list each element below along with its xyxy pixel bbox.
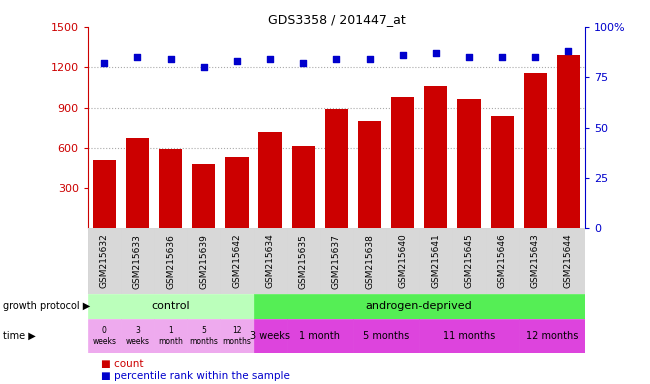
Point: [99, 60, 109, 66]
Bar: [424, 86, 447, 228]
Bar: [154, 319, 187, 353]
Point: [463, 54, 474, 60]
Point: [133, 54, 143, 60]
Bar: [121, 319, 154, 353]
Bar: [159, 149, 182, 228]
Text: GSM215643: GSM215643: [531, 234, 540, 288]
Text: GSM215642: GSM215642: [233, 234, 241, 288]
Text: 5
months: 5 months: [189, 326, 218, 346]
Text: GSM215645: GSM215645: [465, 234, 473, 288]
Text: growth protocol ▶: growth protocol ▶: [3, 301, 90, 311]
Bar: [452, 228, 486, 294]
Bar: [93, 160, 116, 228]
Bar: [519, 319, 585, 353]
Point: [430, 50, 441, 56]
Bar: [126, 139, 149, 228]
Text: 12
months: 12 months: [222, 326, 252, 346]
Text: ■ count: ■ count: [101, 359, 143, 369]
Text: GSM215634: GSM215634: [266, 234, 274, 288]
Point: [497, 54, 507, 60]
Text: 3 weeks: 3 weeks: [250, 331, 290, 341]
Text: ■ percentile rank within the sample: ■ percentile rank within the sample: [101, 371, 290, 381]
Bar: [524, 73, 547, 228]
Bar: [458, 99, 480, 228]
Point: [165, 56, 176, 62]
Text: 5 months: 5 months: [363, 331, 410, 341]
Bar: [353, 228, 386, 294]
Bar: [386, 228, 419, 294]
Text: GSM215640: GSM215640: [398, 234, 407, 288]
Text: GSM215637: GSM215637: [332, 234, 341, 288]
Text: 1 month: 1 month: [299, 331, 341, 341]
Bar: [254, 294, 585, 319]
Bar: [557, 55, 580, 228]
Text: GSM215644: GSM215644: [564, 234, 573, 288]
Text: time ▶: time ▶: [3, 331, 36, 341]
Bar: [519, 228, 552, 294]
Bar: [121, 228, 154, 294]
Title: GDS3358 / 201447_at: GDS3358 / 201447_at: [268, 13, 405, 26]
Bar: [220, 228, 254, 294]
Point: [331, 56, 342, 62]
Bar: [486, 228, 519, 294]
Text: 3
weeks: 3 weeks: [125, 326, 150, 346]
Bar: [88, 294, 254, 319]
Bar: [353, 319, 419, 353]
Text: 12 months: 12 months: [526, 331, 578, 341]
Text: 1
month: 1 month: [158, 326, 183, 346]
Bar: [292, 146, 315, 228]
Point: [364, 56, 374, 62]
Point: [298, 60, 308, 66]
Text: GSM215641: GSM215641: [432, 234, 440, 288]
Bar: [491, 116, 514, 228]
Text: androgen-deprived: androgen-deprived: [366, 301, 473, 311]
Text: GSM215635: GSM215635: [299, 234, 307, 288]
Bar: [187, 228, 220, 294]
Bar: [419, 319, 519, 353]
Bar: [254, 228, 287, 294]
Bar: [287, 319, 353, 353]
Bar: [192, 164, 215, 228]
Bar: [187, 319, 220, 353]
Text: GSM215632: GSM215632: [100, 234, 109, 288]
Bar: [287, 228, 320, 294]
Text: GSM215639: GSM215639: [200, 234, 208, 288]
Text: GSM215633: GSM215633: [133, 234, 142, 288]
Text: GSM215638: GSM215638: [365, 234, 374, 288]
Text: 11 months: 11 months: [443, 331, 495, 341]
Point: [231, 58, 242, 64]
Point: [397, 52, 408, 58]
Bar: [254, 319, 287, 353]
Bar: [419, 228, 452, 294]
Bar: [325, 109, 348, 228]
Text: GSM215646: GSM215646: [498, 234, 506, 288]
Point: [563, 48, 573, 54]
Bar: [88, 319, 121, 353]
Bar: [320, 228, 353, 294]
Bar: [226, 157, 248, 228]
Bar: [220, 319, 254, 353]
Text: 0
weeks: 0 weeks: [92, 326, 116, 346]
Bar: [154, 228, 187, 294]
Bar: [552, 228, 585, 294]
Point: [198, 64, 209, 70]
Bar: [358, 121, 381, 228]
Bar: [259, 132, 281, 228]
Bar: [88, 228, 121, 294]
Point: [530, 54, 541, 60]
Bar: [391, 97, 414, 228]
Text: GSM215636: GSM215636: [166, 234, 175, 288]
Text: control: control: [151, 301, 190, 311]
Point: [265, 56, 276, 62]
